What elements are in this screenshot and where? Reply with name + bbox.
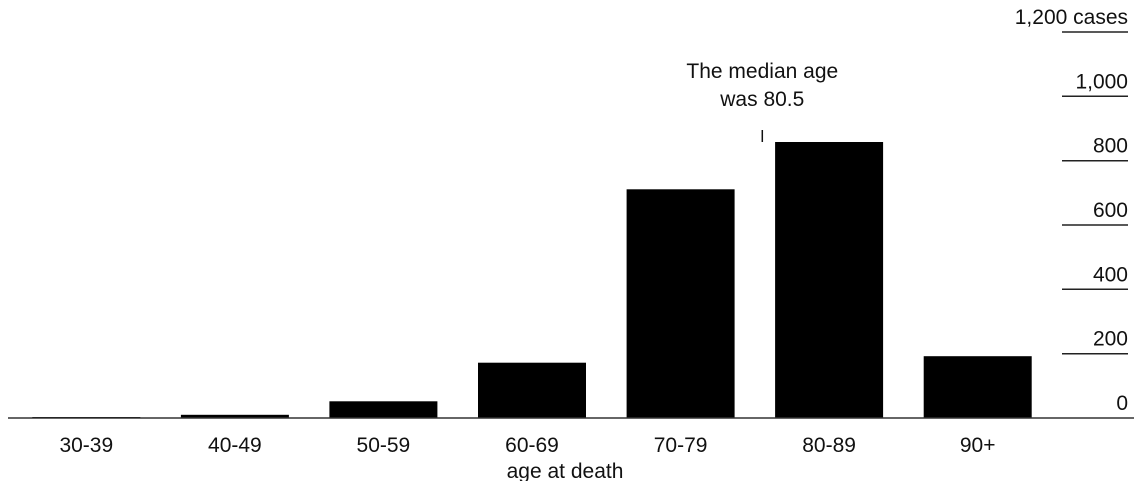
x-tick-label: 30-39 <box>59 434 113 457</box>
x-tick-label: 50-59 <box>357 434 411 457</box>
annotation-line-2: was 80.5 <box>719 88 804 111</box>
y-tick-label: 0 <box>1116 392 1128 415</box>
x-axis-title: age at death <box>507 460 624 481</box>
y-tick-label: 800 <box>1093 135 1128 158</box>
bar-60-69 <box>478 362 586 418</box>
y-tick-label: 600 <box>1093 199 1128 222</box>
x-tick-label: 40-49 <box>208 434 262 457</box>
bar-50-59 <box>329 401 438 418</box>
x-tick-label: 70-79 <box>654 434 708 457</box>
y-tick-label: 200 <box>1093 328 1128 351</box>
bars-group <box>32 142 1032 418</box>
y-tick-label: 400 <box>1093 263 1128 286</box>
y-tick-label: 1,200 cases <box>1015 6 1128 29</box>
y-tick-label: 1,000 <box>1075 70 1128 93</box>
x-tick-label: 90+ <box>960 434 996 457</box>
x-axis: 30-39 40-49 50-59 60-69 70-79 80-89 90+ <box>59 434 995 457</box>
y-axis: 0 200 400 600 800 1,000 1,200 cases <box>1015 6 1128 415</box>
x-tick-label: 60-69 <box>505 434 559 457</box>
bar-90+ <box>923 356 1032 418</box>
bar-80-89 <box>775 142 884 418</box>
annotation-line-1: The median age <box>686 60 838 83</box>
median-annotation: The median age was 80.5 <box>686 60 838 142</box>
bar-70-79 <box>626 189 735 418</box>
x-tick-label: 80-89 <box>802 434 856 457</box>
bar-40-49 <box>180 414 289 418</box>
